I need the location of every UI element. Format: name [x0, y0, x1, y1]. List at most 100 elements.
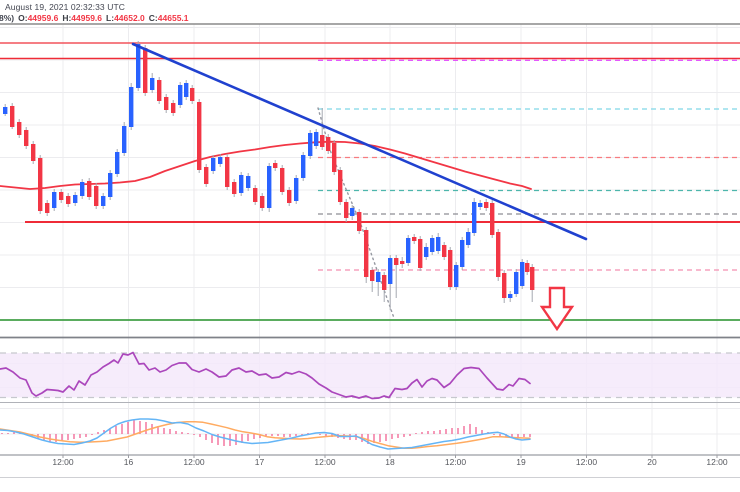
candle-up — [454, 265, 459, 287]
candle-up — [514, 272, 519, 294]
candle-down — [370, 270, 375, 281]
x-axis-tick-label: 12:00 — [706, 457, 728, 467]
candle-down — [448, 250, 453, 287]
candle-down — [59, 192, 64, 200]
descending-trendline[interactable] — [131, 42, 588, 241]
candle-down — [287, 190, 292, 203]
candle-down — [496, 232, 501, 277]
candle-up — [52, 192, 57, 208]
candle-down — [418, 239, 423, 268]
candle-down — [442, 245, 447, 257]
close-value: 44655.1 — [157, 13, 189, 23]
price-candles — [3, 41, 535, 310]
low-value: 44652.0 — [114, 13, 145, 23]
candle-up — [294, 178, 299, 201]
macd-signal-line — [0, 420, 531, 450]
candle-down — [502, 273, 507, 298]
candle-down — [320, 135, 325, 147]
candle-up — [508, 294, 513, 298]
x-axis-labels: 12:00 16 12:00 17 12:00 18 12:00 19 12:00 20 12:00 — [52, 455, 728, 467]
candle-up — [376, 272, 381, 282]
candle-down — [24, 130, 29, 146]
candle-up — [430, 238, 435, 252]
candle-down — [45, 203, 50, 213]
candle-down — [332, 143, 337, 172]
candle-down — [525, 263, 530, 272]
candle-up — [406, 238, 411, 263]
x-axis-tick-label: 12:00 — [183, 457, 205, 467]
candle-down — [87, 181, 92, 197]
candle-down — [66, 196, 71, 204]
candle-down — [17, 122, 22, 135]
candle-up — [129, 87, 134, 127]
candle-up — [472, 202, 477, 233]
x-axis-tick-label: 12:00 — [445, 457, 467, 467]
x-axis-tick-label: 20 — [647, 457, 657, 467]
rsi-line — [0, 351, 531, 400]
candle-up — [136, 44, 141, 88]
high-value: 44959.6 — [71, 13, 103, 23]
candle-down — [204, 167, 209, 184]
timestamp-label: August 19, 2021 02:32:33 UTC — [5, 2, 125, 12]
candle-down — [484, 202, 489, 208]
candle-down — [225, 157, 230, 187]
candle-down — [326, 137, 331, 151]
candle-down — [260, 196, 265, 208]
open-label: O: — [18, 13, 28, 23]
x-axis-tick-label: 16 — [124, 457, 134, 467]
candle-up — [314, 132, 319, 146]
candle-up — [178, 85, 183, 105]
down-arrow-annotation[interactable] — [539, 286, 575, 332]
candle-down — [253, 188, 258, 202]
candle-down — [344, 202, 349, 218]
high-label: H: — [62, 13, 72, 23]
x-axis-tick-label: 12:00 — [576, 457, 598, 467]
panel-borders — [0, 23, 740, 478]
ohlc-values-row: 8%) O:44959.6 H:44959.6 L:44652.0 C:44655.1 — [0, 13, 189, 23]
rsi-band — [0, 352, 740, 399]
candle-up — [122, 126, 127, 153]
candle-down — [382, 275, 387, 290]
candle-down — [157, 80, 162, 101]
change-percent-fragment: 8%) — [0, 13, 15, 23]
candle-down — [273, 163, 278, 168]
candle-down — [10, 106, 15, 127]
candle-down — [280, 168, 285, 192]
candle-down — [530, 267, 535, 290]
candle-up — [101, 196, 106, 206]
candle-up — [388, 258, 393, 284]
x-axis-tick-label: 19 — [516, 457, 526, 467]
macd-line — [0, 418, 531, 450]
x-axis-tick-label: 12:00 — [314, 457, 336, 467]
candle-up — [350, 208, 355, 216]
candle-up — [478, 203, 483, 207]
candle-up — [267, 166, 272, 208]
candle-down — [338, 170, 343, 202]
candle-up — [239, 175, 244, 193]
candle-down — [143, 48, 148, 93]
candle-down — [190, 88, 195, 101]
candle-up — [246, 176, 251, 188]
candle-down — [197, 102, 202, 170]
candle-up — [150, 78, 155, 90]
open-value: 44959.6 — [27, 13, 59, 23]
candle-up — [466, 232, 471, 245]
candle-down — [94, 186, 99, 206]
low-label: L: — [106, 13, 115, 23]
x-axis-tick-label: 17 — [255, 457, 265, 467]
candle-up — [424, 247, 429, 257]
candle-down — [38, 158, 43, 211]
x-axis-tick-label: 18 — [385, 457, 395, 467]
candle-down — [400, 261, 405, 264]
candle-down — [171, 103, 176, 113]
candle-up — [218, 157, 223, 164]
candle-up — [115, 152, 120, 174]
candle-down — [232, 182, 237, 194]
candle-up — [308, 133, 313, 156]
candle-up — [184, 83, 189, 97]
candle-down — [31, 144, 36, 161]
candle-down — [412, 237, 417, 241]
ohlc-legend: August 19, 2021 02:32:33 UTC 8%) O:44959.… — [0, 2, 189, 23]
